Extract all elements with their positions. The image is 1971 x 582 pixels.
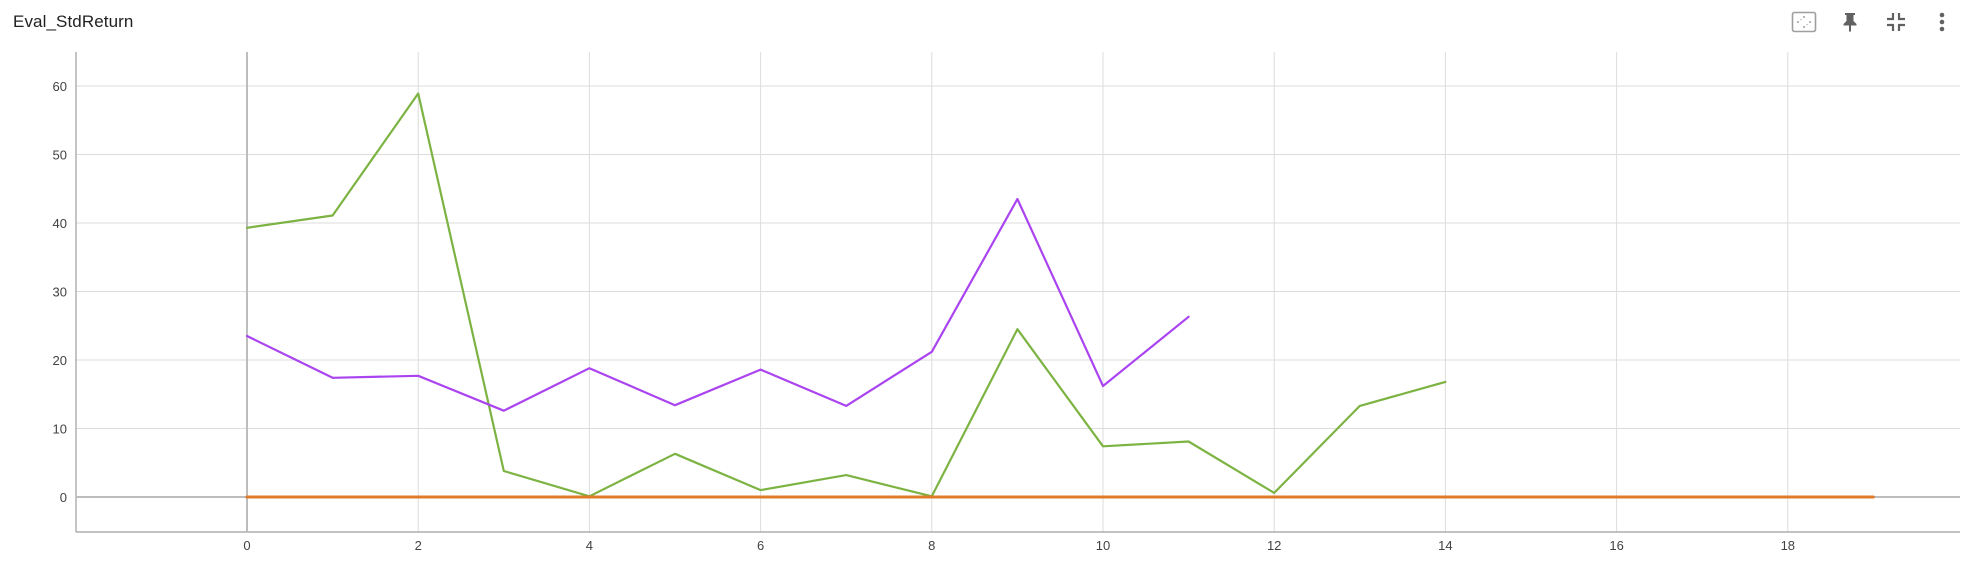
fit-domain-button[interactable] bbox=[1781, 8, 1827, 36]
collapse-icon bbox=[1885, 11, 1907, 33]
fit-domain-icon bbox=[1791, 11, 1817, 33]
pin-button[interactable] bbox=[1827, 8, 1873, 36]
y-tick-label: 60 bbox=[53, 79, 67, 94]
y-tick-label: 30 bbox=[53, 285, 67, 300]
x-tick-label: 4 bbox=[586, 538, 593, 553]
series-line-2 bbox=[245, 197, 1190, 412]
x-tick-label: 12 bbox=[1267, 538, 1281, 553]
collapse-button[interactable] bbox=[1873, 8, 1919, 36]
x-tick-label: 0 bbox=[243, 538, 250, 553]
y-tick-label: 20 bbox=[53, 353, 67, 368]
x-tick-label: 16 bbox=[1609, 538, 1623, 553]
more-options-button[interactable] bbox=[1919, 8, 1965, 36]
series-line-1 bbox=[245, 92, 1447, 498]
y-tick-label: 0 bbox=[60, 490, 67, 505]
y-tick-label: 10 bbox=[53, 422, 67, 437]
y-tick-label: 40 bbox=[53, 216, 67, 231]
x-tick-label: 8 bbox=[928, 538, 935, 553]
more-vert-icon bbox=[1938, 11, 1946, 33]
x-tick-label: 18 bbox=[1781, 538, 1795, 553]
x-tick-label: 14 bbox=[1438, 538, 1452, 553]
y-tick-label: 50 bbox=[53, 148, 67, 163]
pin-icon bbox=[1840, 11, 1860, 33]
x-tick-label: 2 bbox=[415, 538, 422, 553]
chart-title: Eval_StdReturn bbox=[13, 12, 134, 31]
x-tick-label: 6 bbox=[757, 538, 764, 553]
x-tick-label: 10 bbox=[1096, 538, 1110, 553]
chart-toolbar bbox=[1781, 8, 1965, 36]
